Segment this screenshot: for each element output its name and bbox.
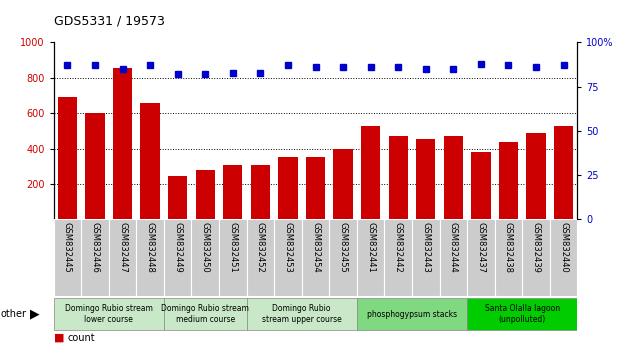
- Bar: [136, 219, 164, 296]
- Bar: [274, 219, 302, 296]
- Bar: [219, 219, 247, 296]
- Bar: [384, 219, 412, 296]
- Text: GSM832437: GSM832437: [476, 222, 485, 273]
- Bar: [164, 298, 247, 330]
- Text: phosphogypsum stacks: phosphogypsum stacks: [367, 310, 457, 319]
- Text: GSM832452: GSM832452: [256, 222, 265, 273]
- Text: GSM832451: GSM832451: [228, 222, 237, 273]
- Bar: [54, 219, 81, 296]
- Bar: [440, 219, 467, 296]
- Bar: [333, 149, 353, 219]
- Text: GSM832441: GSM832441: [366, 222, 375, 273]
- Text: GSM832445: GSM832445: [63, 222, 72, 273]
- Text: GDS5331 / 19573: GDS5331 / 19573: [54, 14, 165, 27]
- Text: GSM832449: GSM832449: [173, 222, 182, 273]
- Bar: [302, 219, 329, 296]
- Bar: [251, 166, 270, 219]
- Text: Domingo Rubio stream
lower course: Domingo Rubio stream lower course: [65, 304, 153, 324]
- Text: GSM832438: GSM832438: [504, 222, 513, 273]
- Bar: [191, 219, 219, 296]
- Bar: [168, 176, 187, 219]
- Text: GSM832455: GSM832455: [339, 222, 348, 273]
- Bar: [444, 136, 463, 219]
- Text: other: other: [1, 309, 27, 319]
- Text: GSM832446: GSM832446: [90, 222, 100, 273]
- Text: ▶: ▶: [30, 308, 40, 321]
- Text: GSM832442: GSM832442: [394, 222, 403, 273]
- Bar: [389, 136, 408, 219]
- Bar: [550, 219, 577, 296]
- Bar: [329, 219, 357, 296]
- Bar: [495, 219, 522, 296]
- Bar: [357, 298, 467, 330]
- Bar: [58, 97, 77, 219]
- Text: GSM832447: GSM832447: [118, 222, 127, 273]
- Bar: [247, 298, 357, 330]
- Bar: [113, 68, 132, 219]
- Text: GSM832440: GSM832440: [559, 222, 568, 273]
- Text: ■: ■: [54, 333, 64, 343]
- Bar: [416, 139, 435, 219]
- Text: GSM832443: GSM832443: [422, 222, 430, 273]
- Text: Domingo Rubio stream
medium course: Domingo Rubio stream medium course: [162, 304, 249, 324]
- Bar: [357, 219, 384, 296]
- Text: GSM832450: GSM832450: [201, 222, 209, 273]
- Bar: [467, 298, 577, 330]
- Bar: [223, 166, 242, 219]
- Text: Santa Olalla lagoon
(unpolluted): Santa Olalla lagoon (unpolluted): [485, 304, 560, 324]
- Bar: [471, 152, 490, 219]
- Bar: [247, 219, 274, 296]
- Text: GSM832444: GSM832444: [449, 222, 458, 273]
- Text: Domingo Rubio
stream upper course: Domingo Rubio stream upper course: [262, 304, 341, 324]
- Bar: [141, 103, 160, 219]
- Text: GSM832454: GSM832454: [311, 222, 320, 273]
- Bar: [467, 219, 495, 296]
- Bar: [278, 156, 298, 219]
- Bar: [81, 219, 109, 296]
- Bar: [196, 170, 215, 219]
- Bar: [522, 219, 550, 296]
- Text: count: count: [68, 333, 95, 343]
- Text: GSM832448: GSM832448: [146, 222, 155, 273]
- Bar: [164, 219, 191, 296]
- Text: GSM832439: GSM832439: [531, 222, 541, 273]
- Bar: [306, 156, 325, 219]
- Bar: [361, 126, 380, 219]
- Bar: [554, 126, 573, 219]
- Bar: [526, 133, 546, 219]
- Bar: [498, 142, 518, 219]
- Bar: [412, 219, 440, 296]
- Text: GSM832453: GSM832453: [283, 222, 292, 273]
- Bar: [109, 219, 136, 296]
- Bar: [54, 298, 164, 330]
- Bar: [85, 113, 105, 219]
